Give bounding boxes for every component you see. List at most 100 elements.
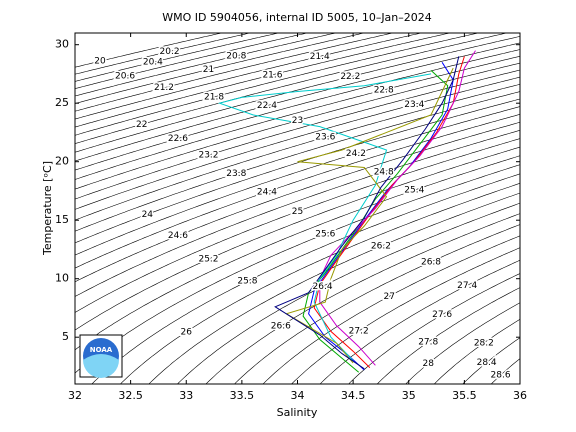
density-contour bbox=[75, 121, 520, 283]
contour-label: 21.2 bbox=[154, 83, 174, 93]
density-contour bbox=[176, 202, 520, 384]
density-contour bbox=[490, 358, 520, 384]
profile-line bbox=[302, 70, 449, 373]
density-contour bbox=[75, 106, 520, 256]
x-tick-label: 32 bbox=[68, 389, 82, 402]
contour-label: 20.8 bbox=[226, 51, 246, 61]
contour-label: 27.4 bbox=[457, 281, 477, 291]
contour-label: 28 bbox=[422, 359, 434, 369]
density-contour bbox=[205, 213, 520, 384]
contour-label: 27 bbox=[384, 292, 395, 302]
density-contour bbox=[75, 164, 520, 374]
profile-line bbox=[308, 62, 454, 371]
density-contour bbox=[75, 33, 394, 112]
x-axis-label: Salinity bbox=[277, 406, 318, 419]
density-contour bbox=[75, 33, 309, 89]
contour-label: 21 bbox=[203, 65, 214, 75]
density-contour bbox=[75, 42, 520, 162]
density-contour bbox=[75, 33, 508, 144]
density-contour bbox=[234, 224, 520, 384]
contour-label: 20.4 bbox=[143, 58, 163, 68]
contour-label: 28.4 bbox=[477, 358, 497, 368]
x-tick-label: 33.5 bbox=[230, 389, 255, 402]
contour-label: 27.6 bbox=[432, 310, 452, 320]
density-contour bbox=[75, 91, 520, 232]
contour-label: 21.6 bbox=[262, 70, 282, 80]
x-tick-label: 35 bbox=[402, 389, 416, 402]
contour-label: 26 bbox=[181, 327, 193, 337]
density-contour bbox=[75, 36, 520, 153]
density-contour bbox=[75, 33, 223, 68]
x-tick-label: 34.5 bbox=[341, 389, 366, 402]
density-contour bbox=[376, 287, 520, 384]
density-contour bbox=[75, 138, 520, 313]
contour-label: 25.6 bbox=[315, 229, 335, 239]
density-contour bbox=[148, 192, 520, 384]
contour-label: 22.4 bbox=[257, 101, 277, 111]
y-tick-label: 25 bbox=[55, 96, 69, 109]
density-contour bbox=[462, 337, 520, 384]
contour-label: 23.8 bbox=[226, 169, 246, 179]
density-contour bbox=[75, 62, 520, 190]
contour-label: 24 bbox=[142, 210, 154, 220]
density-contour bbox=[75, 33, 280, 82]
contour-label: 23.6 bbox=[315, 133, 335, 143]
density-contour bbox=[348, 273, 520, 384]
contour-label: 26.2 bbox=[371, 242, 391, 252]
y-axis-label: Temperature [ᵒC] bbox=[41, 161, 54, 256]
density-contour bbox=[75, 76, 520, 210]
contour-label: 20.6 bbox=[115, 71, 135, 81]
density-contour bbox=[291, 247, 520, 384]
contour-label: 26.8 bbox=[421, 257, 441, 267]
contour-label: 23.4 bbox=[404, 100, 424, 110]
y-tick-label: 10 bbox=[55, 272, 69, 285]
contour-label: 25.8 bbox=[237, 277, 257, 287]
density-contour bbox=[75, 33, 366, 104]
contour-label: 27.2 bbox=[349, 327, 369, 337]
x-tick-label: 35.5 bbox=[452, 389, 477, 402]
contour-label: 22.6 bbox=[168, 134, 188, 144]
density-contour bbox=[75, 113, 520, 269]
density-contour bbox=[75, 33, 480, 136]
profile-line bbox=[217, 73, 432, 361]
contour-label: 28.6 bbox=[491, 371, 511, 381]
density-contour bbox=[75, 55, 520, 180]
chart-title: WMO ID 5904056, internal ID 5005, 10–Jan… bbox=[162, 11, 432, 24]
density-contour bbox=[405, 302, 520, 384]
contour-label: 25.2 bbox=[198, 255, 218, 265]
density-contour bbox=[75, 129, 520, 297]
x-tick-label: 33 bbox=[179, 389, 193, 402]
density-contour bbox=[75, 146, 520, 331]
contour-label: 25 bbox=[292, 207, 303, 217]
profiles bbox=[217, 50, 476, 373]
logo: NOAA bbox=[79, 334, 123, 378]
density-contour bbox=[91, 173, 520, 384]
contour-label: 26.4 bbox=[313, 282, 333, 292]
y-tick-label: 15 bbox=[55, 213, 69, 226]
contour-label: 22.8 bbox=[374, 85, 394, 95]
x-tick-label: 34 bbox=[291, 389, 305, 402]
contours bbox=[75, 33, 520, 384]
density-contour bbox=[433, 318, 520, 384]
contour-label: 24.6 bbox=[168, 231, 188, 241]
contour-label: 22 bbox=[136, 120, 147, 130]
profile-line bbox=[274, 56, 460, 370]
contour-label: 22.2 bbox=[340, 72, 360, 82]
contour-label: 21.8 bbox=[204, 92, 224, 102]
contour-label: 25.4 bbox=[404, 186, 424, 196]
y-tick-label: 20 bbox=[55, 155, 69, 168]
density-contour bbox=[262, 235, 520, 384]
density-contour bbox=[75, 33, 423, 120]
y-tick-label: 5 bbox=[62, 330, 69, 343]
density-contour bbox=[75, 98, 520, 244]
density-contour bbox=[75, 155, 520, 351]
contour-label: 23 bbox=[292, 116, 303, 126]
contour-label: 20 bbox=[94, 57, 106, 67]
contour-label: 24.4 bbox=[257, 187, 277, 197]
contour-label: 20.2 bbox=[160, 47, 180, 57]
profile-line bbox=[285, 67, 454, 364]
y-tick-label: 30 bbox=[55, 38, 69, 51]
logo-wave bbox=[83, 354, 119, 378]
density-contour bbox=[75, 33, 451, 128]
